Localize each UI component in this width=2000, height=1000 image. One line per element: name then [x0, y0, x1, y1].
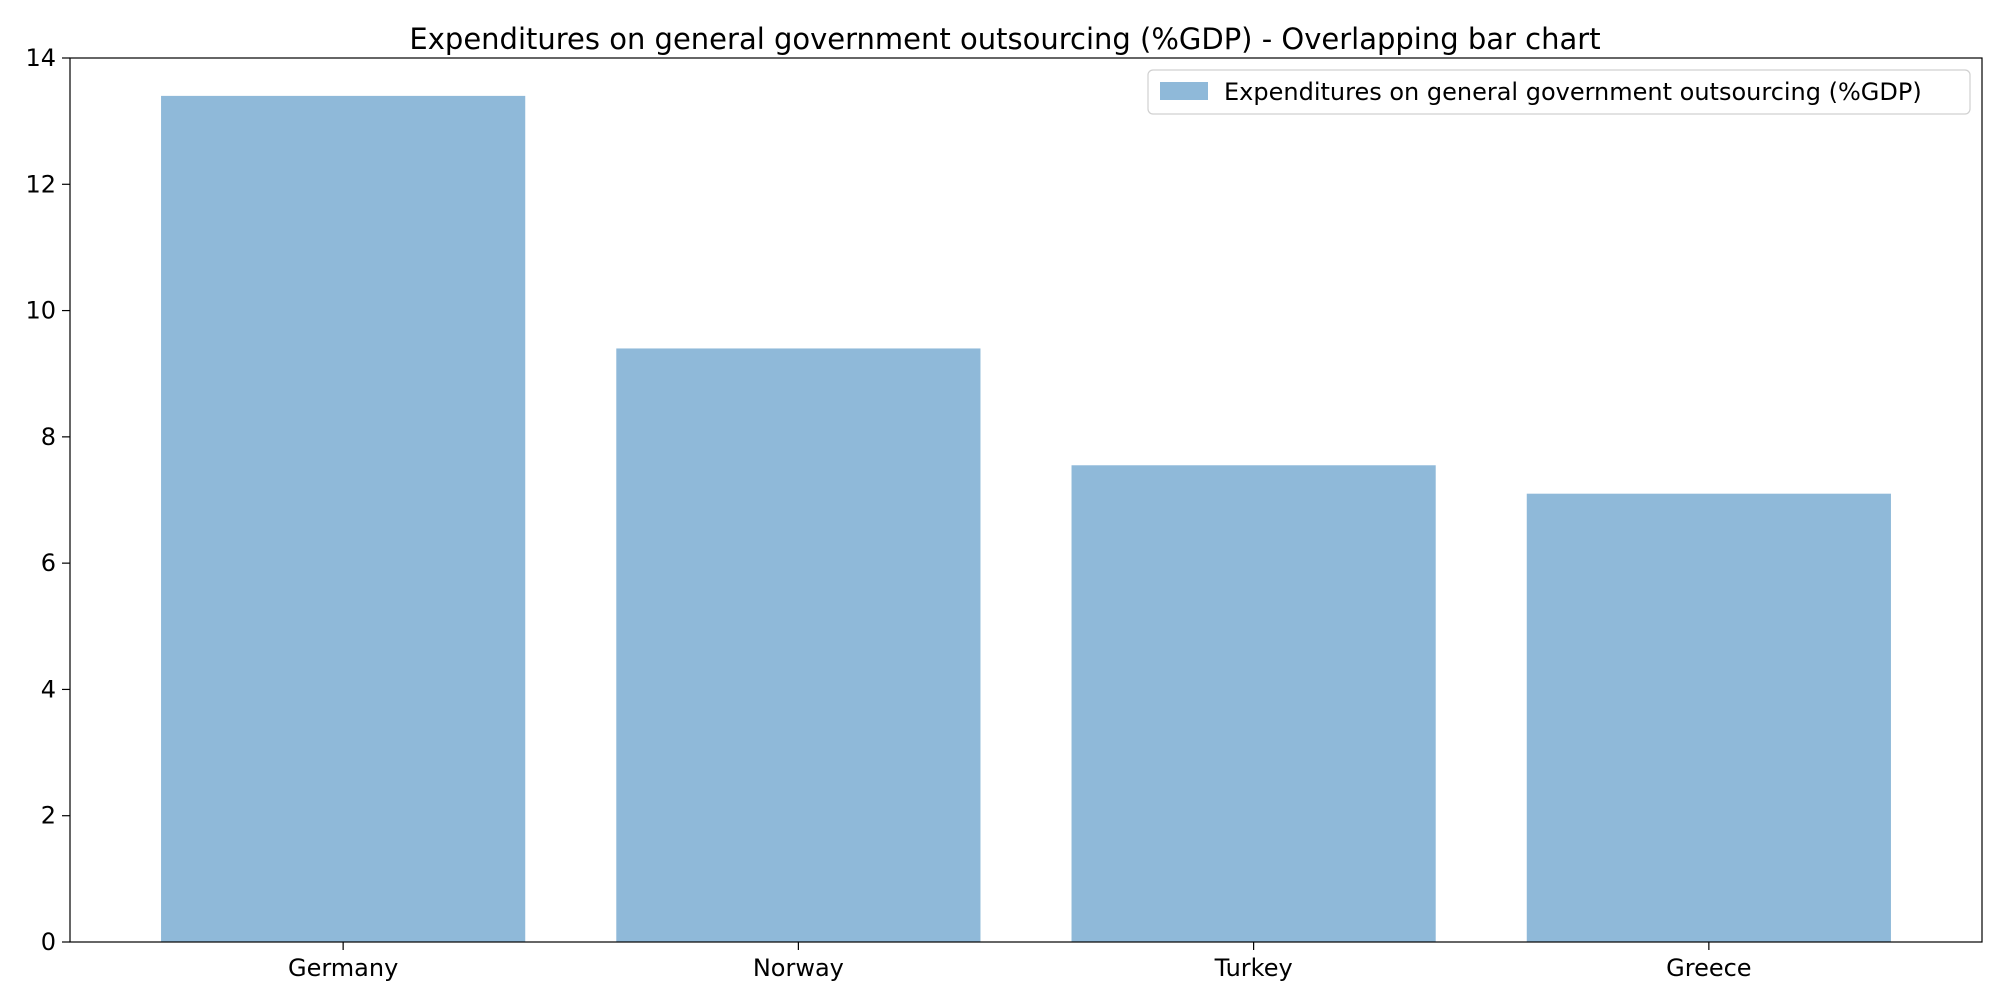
x-tick-label-norway: Norway	[753, 954, 844, 982]
y-tick-label: 4	[41, 675, 56, 703]
y-tick-label: 6	[41, 549, 56, 577]
y-tick-label: 14	[25, 44, 56, 72]
plot-area-frame	[69, 57, 1983, 943]
bar-turkey	[1071, 465, 1436, 942]
y-tick-label: 0	[41, 928, 56, 956]
y-axis: 0 2 4 6 8 10 12 14	[25, 44, 70, 956]
bars-group	[161, 95, 1891, 942]
legend-label: Expenditures on general government outso…	[1224, 78, 1922, 106]
legend-box	[1147, 69, 1971, 115]
legend-swatch	[1160, 82, 1208, 100]
bar-greece	[1526, 493, 1891, 942]
x-tick-label-germany: Germany	[288, 954, 398, 982]
bar-norway	[616, 348, 981, 942]
bar-germany	[161, 95, 526, 942]
x-tick-label-turkey: Turkey	[1214, 954, 1293, 982]
y-tick-label: 2	[41, 802, 56, 830]
x-axis: Germany Norway Turkey Greece	[288, 942, 1752, 982]
y-tick-label: 12	[25, 170, 56, 198]
x-tick-label-greece: Greece	[1666, 954, 1751, 982]
chart-title: Expenditures on general government outso…	[409, 22, 1600, 56]
y-tick-label: 10	[25, 297, 56, 325]
legend: Expenditures on general government outso…	[1147, 69, 1971, 115]
y-tick-label: 8	[41, 423, 56, 451]
